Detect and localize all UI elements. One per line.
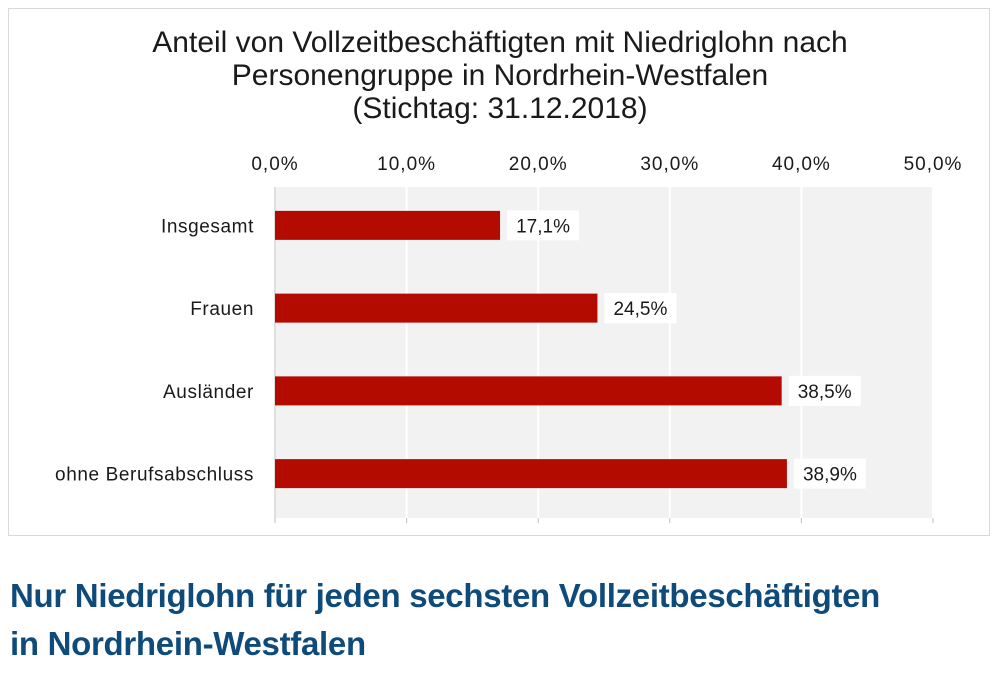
chart-title-line-2: Personengruppe in Nordrhein-Westfalen [231, 59, 769, 92]
data-label-box [604, 293, 677, 324]
category-label: Ausländer [163, 382, 254, 403]
data-label: 17,1% [516, 216, 570, 237]
x-axis-ticks: 0,0% 10,0% 20,0% 30,0% 40,0% 50,0% [251, 154, 963, 175]
bar [275, 459, 787, 489]
category-labels: Insgesamt Frauen Ausländer ohne Berufsabsch… [55, 216, 254, 486]
x-tick-label: 50,0% [904, 154, 963, 175]
data-label: 24,5% [613, 299, 667, 320]
category-label: ohne Berufsabschluss [55, 465, 254, 486]
data-label-box [507, 210, 580, 241]
bar [275, 376, 782, 406]
bar [275, 293, 598, 323]
bars [275, 210, 787, 489]
category-label: Insgesamt [161, 216, 254, 237]
x-tick-label: 10,0% [377, 154, 436, 175]
x-tick-label: 30,0% [640, 154, 699, 175]
chart-title-line-1: Anteil von Vollzeitbeschäftigten mit Nie… [152, 26, 848, 59]
category-label: Frauen [190, 299, 254, 320]
chart-title: Anteil von Vollzeitbeschäftigten mit Nie… [0, 26, 1000, 125]
data-label: 38,5% [798, 382, 852, 403]
headline-line-1: Nur Niedriglohn für jeden sechsten Vollz… [10, 577, 881, 614]
data-labels: 17,1% 24,5% 38,5% 38,9% [507, 210, 866, 489]
x-tick-label: 40,0% [772, 154, 831, 175]
x-tick-label: 0,0% [251, 154, 298, 175]
headline-line-2: in Nordrhein-Westfalen [10, 625, 366, 662]
x-tick-label: 20,0% [509, 154, 568, 175]
data-label-box [788, 375, 861, 406]
bar [275, 210, 501, 240]
chart-title-line-3: (Stichtag: 31.12.2018) [352, 92, 648, 125]
data-label: 38,9% [803, 465, 857, 486]
bar-chart: 0,0% 10,0% 20,0% 30,0% 40,0% 50,0% Insgesamt F… [55, 154, 963, 523]
data-label-box [793, 458, 866, 489]
headline: Nur Niedriglohn für jeden sechsten Vollz… [10, 572, 990, 668]
